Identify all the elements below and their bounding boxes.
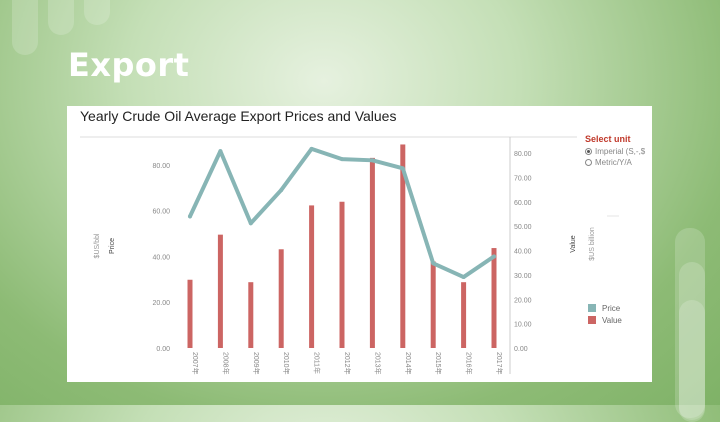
right-tick-label: 80.00 <box>514 151 532 158</box>
x-tick-label: 2012年 <box>343 352 352 375</box>
right-tick-label: 60.00 <box>514 200 532 207</box>
left-tick-label: 60.00 <box>152 209 170 216</box>
value-bar <box>187 279 193 348</box>
price-point <box>431 261 436 266</box>
value-bar <box>217 234 223 348</box>
left-axis-label: Price <box>109 238 116 254</box>
x-tick-label: 2010年 <box>282 352 291 375</box>
unit-option-metric[interactable]: Metric/Y/A <box>585 157 649 168</box>
price-point <box>248 221 253 226</box>
chart-title: Yearly Crude Oil Average Export Prices a… <box>80 108 397 124</box>
legend-swatch-value <box>588 316 596 324</box>
value-bar <box>461 282 467 348</box>
x-tick-label: 2013年 <box>373 352 382 375</box>
right-tick-label: 70.00 <box>514 175 532 182</box>
chart-panel: 0.00 20.00 40.00 60.00 80.00 0.00 10.00 20.00 30… <box>67 106 652 382</box>
price-point <box>400 166 405 171</box>
value-bar <box>309 205 315 348</box>
value-bar <box>248 282 254 348</box>
value-bar <box>430 261 436 348</box>
radio-unselected-icon[interactable] <box>585 159 592 166</box>
legend-item-price: Price <box>588 302 622 314</box>
right-axis-label: Value <box>570 235 577 252</box>
price-point <box>309 146 314 151</box>
legend-label-price: Price <box>602 303 621 313</box>
price-point <box>279 188 284 193</box>
price-point <box>218 149 223 154</box>
x-tick-label: 2016年 <box>465 352 474 375</box>
value-bar <box>369 157 375 348</box>
right-tick-label: 50.00 <box>514 224 532 231</box>
left-tick-label: 20.00 <box>152 300 170 307</box>
left-tick-label: 40.00 <box>152 254 170 261</box>
left-tick-label: 0.00 <box>156 346 170 353</box>
x-tick-label: 2017年 <box>495 352 504 375</box>
value-bar <box>339 201 345 348</box>
unit-selector: Select unit Imperial (S,-,$ Metric/Y/A <box>585 134 649 168</box>
right-tick-label: 40.00 <box>514 249 532 256</box>
x-tick-label: 2009年 <box>252 352 261 375</box>
unit-selector-title: Select unit <box>585 134 631 144</box>
right-tick-label: 20.00 <box>514 297 532 304</box>
unit-option-label: Imperial (S,-,$ <box>595 147 646 156</box>
legend-label-value: Value <box>602 315 622 325</box>
decorative-stripe <box>675 228 705 418</box>
right-tick-label: 30.00 <box>514 273 532 280</box>
price-point <box>492 254 496 259</box>
value-bar <box>278 249 284 348</box>
legend-swatch-price <box>588 304 596 312</box>
chart: 0.00 20.00 40.00 60.00 80.00 0.00 10.00 20.00 30… <box>80 136 619 375</box>
decorative-stripe <box>679 300 705 420</box>
x-tick-label: 2014年 <box>404 352 413 375</box>
x-tick-label: 2007年 <box>191 352 200 375</box>
unit-option-imperial[interactable]: Imperial (S,-,$ <box>585 146 649 157</box>
decorative-stripe <box>48 0 74 35</box>
chart-legend: Price Value <box>588 302 622 326</box>
slide-title: Export <box>68 46 190 84</box>
x-tick-label: 2011年 <box>313 352 322 374</box>
decorative-stripe <box>12 0 38 55</box>
right-axis-unit: $US billion <box>589 227 596 261</box>
unit-option-label: Metric/Y/A <box>595 158 632 167</box>
price-point <box>370 158 375 163</box>
value-bar <box>491 248 497 348</box>
left-axis-unit: $US/bbl <box>94 233 101 258</box>
price-point <box>340 157 344 162</box>
left-tick-label: 80.00 <box>152 163 170 170</box>
price-point <box>461 275 466 280</box>
price-point <box>188 214 192 219</box>
x-tick-label: 2008年 <box>221 352 230 375</box>
legend-item-value: Value <box>588 314 622 326</box>
decorative-stripe <box>679 262 705 422</box>
radio-selected-icon[interactable] <box>585 148 592 155</box>
decorative-stripe <box>84 0 110 25</box>
value-bar <box>400 144 406 348</box>
right-tick-label: 0.00 <box>514 346 528 353</box>
right-tick-label: 10.00 <box>514 322 532 329</box>
x-tick-label: 2015年 <box>434 352 443 375</box>
